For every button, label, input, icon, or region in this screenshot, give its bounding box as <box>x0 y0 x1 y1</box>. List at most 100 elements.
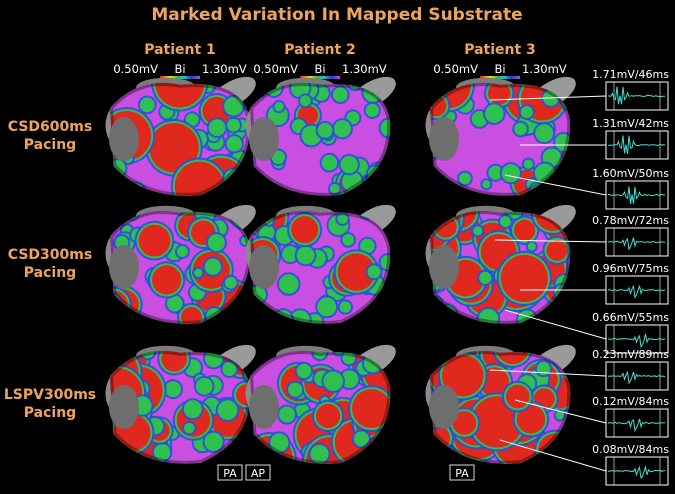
patch <box>441 354 484 397</box>
patch <box>536 361 551 376</box>
vessel <box>429 245 459 289</box>
patch <box>195 377 213 395</box>
color-bar <box>160 76 200 79</box>
heart-shade <box>250 350 391 464</box>
view-label: AP <box>251 467 266 480</box>
scale-min: 0.50mV <box>433 62 478 76</box>
patch <box>296 246 315 265</box>
patch <box>290 310 310 324</box>
signal-trace <box>607 465 666 480</box>
patch <box>226 136 242 152</box>
row-label: Pacing <box>24 265 76 281</box>
patch <box>139 97 155 113</box>
patch <box>185 113 199 127</box>
patch <box>299 95 311 107</box>
signal-trace <box>607 418 666 433</box>
patch <box>180 306 202 324</box>
patch <box>279 406 296 423</box>
patch <box>499 216 511 228</box>
patch <box>514 122 527 136</box>
heart-map <box>430 350 571 464</box>
patch <box>317 123 333 138</box>
patch <box>291 216 319 244</box>
patch <box>183 422 195 434</box>
signal-trace <box>607 333 666 349</box>
signal-trace <box>607 135 666 154</box>
patch <box>505 384 530 409</box>
patch <box>500 254 548 303</box>
vessel <box>249 117 279 161</box>
pointer-line <box>504 174 607 196</box>
scale-min: 0.50mV <box>113 62 158 76</box>
patch <box>520 106 533 119</box>
pointer-line <box>514 399 607 424</box>
heart-shade <box>250 82 391 196</box>
patch <box>516 404 546 434</box>
patch <box>227 118 240 132</box>
patch <box>166 295 183 312</box>
patch <box>174 161 224 196</box>
scale-unit: Bi <box>494 62 505 76</box>
patch <box>495 350 530 365</box>
title: Marked Variation In Mapped Substrate <box>151 5 522 25</box>
patch <box>152 265 182 295</box>
patch <box>274 102 284 112</box>
column-header: Patient 2 <box>284 42 356 58</box>
heart-shade <box>250 210 391 324</box>
signal-trace <box>607 86 665 105</box>
patch <box>352 389 391 429</box>
heart-shade <box>430 210 571 324</box>
patch <box>482 180 491 189</box>
patch <box>340 370 359 389</box>
signal-label: 1.71mV/46ms <box>592 68 669 81</box>
patch <box>479 271 492 285</box>
patch <box>207 234 225 252</box>
patch <box>367 265 381 279</box>
view-label: PA <box>223 467 237 480</box>
signal-label: 1.31mV/42ms <box>592 117 669 130</box>
column-header: Patient 3 <box>464 42 536 58</box>
pointer-line <box>494 239 607 243</box>
patch <box>317 297 337 317</box>
row-label: CSD600ms <box>8 119 92 135</box>
patch <box>332 87 348 103</box>
patch <box>194 268 203 277</box>
heart-shade <box>430 82 571 196</box>
signal-trace <box>607 237 666 251</box>
scale-max: 1.30mV <box>342 62 387 76</box>
scale-unit: Bi <box>174 62 185 76</box>
patch <box>473 226 483 236</box>
patch <box>340 155 358 174</box>
signal-label: 0.12mV/84ms <box>592 395 669 408</box>
heart-map <box>250 210 391 324</box>
heart-map <box>250 350 391 464</box>
patch <box>165 381 182 398</box>
patch <box>342 351 356 365</box>
patch <box>527 242 536 251</box>
patch <box>153 443 171 461</box>
signal-label: 1.60mV/50ms <box>592 167 669 180</box>
patch <box>224 276 237 289</box>
row-label: Pacing <box>24 405 76 421</box>
patch <box>485 104 504 123</box>
signal-label: 0.66mV/55ms <box>592 311 669 324</box>
row-label: LSPV300ms <box>4 387 96 403</box>
patch <box>288 382 303 397</box>
patch <box>270 433 289 452</box>
heart-shade <box>430 350 571 464</box>
patch <box>290 82 310 98</box>
patch <box>208 119 226 137</box>
patch <box>514 219 536 241</box>
patch <box>488 165 503 180</box>
patch <box>365 103 379 117</box>
patch <box>282 245 299 263</box>
patch <box>323 371 343 391</box>
pointer-line <box>489 369 607 377</box>
patch <box>138 224 171 257</box>
vessel <box>249 245 279 289</box>
patch <box>555 411 565 420</box>
column-header: Patient 1 <box>144 42 216 58</box>
patch <box>183 400 202 419</box>
pointer-line <box>489 95 607 101</box>
patch <box>380 255 391 270</box>
